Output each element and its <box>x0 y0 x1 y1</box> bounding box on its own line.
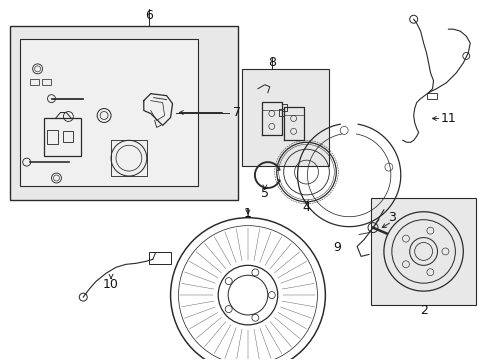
Text: 11: 11 <box>440 112 455 125</box>
Bar <box>10 26 238 200</box>
Bar <box>242 69 328 166</box>
Text: 6: 6 <box>144 9 152 22</box>
Text: 4: 4 <box>302 201 310 214</box>
Bar <box>111 140 146 176</box>
Bar <box>63 131 73 142</box>
Text: 10: 10 <box>103 278 119 291</box>
Text: 1: 1 <box>244 207 251 220</box>
Bar <box>148 252 170 264</box>
Bar <box>370 198 475 305</box>
Text: 9: 9 <box>333 241 341 254</box>
Bar <box>46 130 59 144</box>
Text: 3: 3 <box>387 211 395 224</box>
Bar <box>426 93 436 99</box>
Bar <box>30 79 39 85</box>
Text: 2: 2 <box>419 305 427 318</box>
Bar <box>20 39 198 186</box>
Bar <box>41 79 50 85</box>
Text: 7: 7 <box>233 106 241 119</box>
Text: 8: 8 <box>267 57 275 69</box>
Bar <box>43 118 81 156</box>
Text: 5: 5 <box>260 188 268 201</box>
